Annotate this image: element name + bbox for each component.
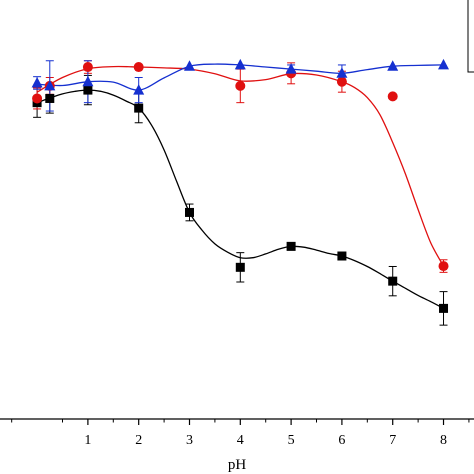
data-point-triangle xyxy=(44,79,56,91)
x-tick-label: 3 xyxy=(186,433,193,448)
x-tick-label: 2 xyxy=(135,433,142,448)
data-point-triangle xyxy=(336,67,348,78)
data-point-square xyxy=(439,303,449,313)
data-point-triangle xyxy=(184,60,195,71)
x-tick-label: 1 xyxy=(84,433,91,448)
data-point-triangle xyxy=(31,77,43,88)
data-point-triangle xyxy=(438,58,449,70)
data-point-circle xyxy=(387,91,398,102)
data-point-triangle xyxy=(387,60,399,71)
x-tick-label: 4 xyxy=(237,433,244,448)
data-point-triangle xyxy=(133,84,145,95)
data-point-circle xyxy=(336,76,347,87)
data-point-square xyxy=(45,93,55,103)
data-point-circle xyxy=(82,62,93,73)
data-point-triangle xyxy=(82,75,94,87)
data-markers xyxy=(31,58,449,313)
data-point-square xyxy=(134,103,144,113)
data-point-triangle xyxy=(234,58,246,70)
data-point-square xyxy=(286,241,296,251)
data-point-square xyxy=(388,276,398,286)
data-point-square xyxy=(184,207,194,217)
legend-box xyxy=(467,0,474,73)
data-point-circle xyxy=(235,80,246,91)
x-tick-label: 6 xyxy=(338,433,345,448)
x-tick-label: 8 xyxy=(440,433,447,448)
x-axis-label: pH xyxy=(228,457,247,473)
data-point-square xyxy=(337,251,347,261)
data-point-circle xyxy=(32,93,43,104)
x-tick-labels: 1 2 3 4 5 6 7 8 xyxy=(84,433,447,448)
error-bars xyxy=(33,60,448,326)
data-point-circle xyxy=(438,261,449,272)
data-point-square xyxy=(235,262,245,272)
data-point-square xyxy=(83,85,93,95)
axes xyxy=(0,418,474,425)
x-tick-label: 7 xyxy=(389,433,396,448)
x-tick-label: 5 xyxy=(288,433,295,448)
data-point-triangle xyxy=(285,63,297,74)
data-point-circle xyxy=(133,62,144,73)
